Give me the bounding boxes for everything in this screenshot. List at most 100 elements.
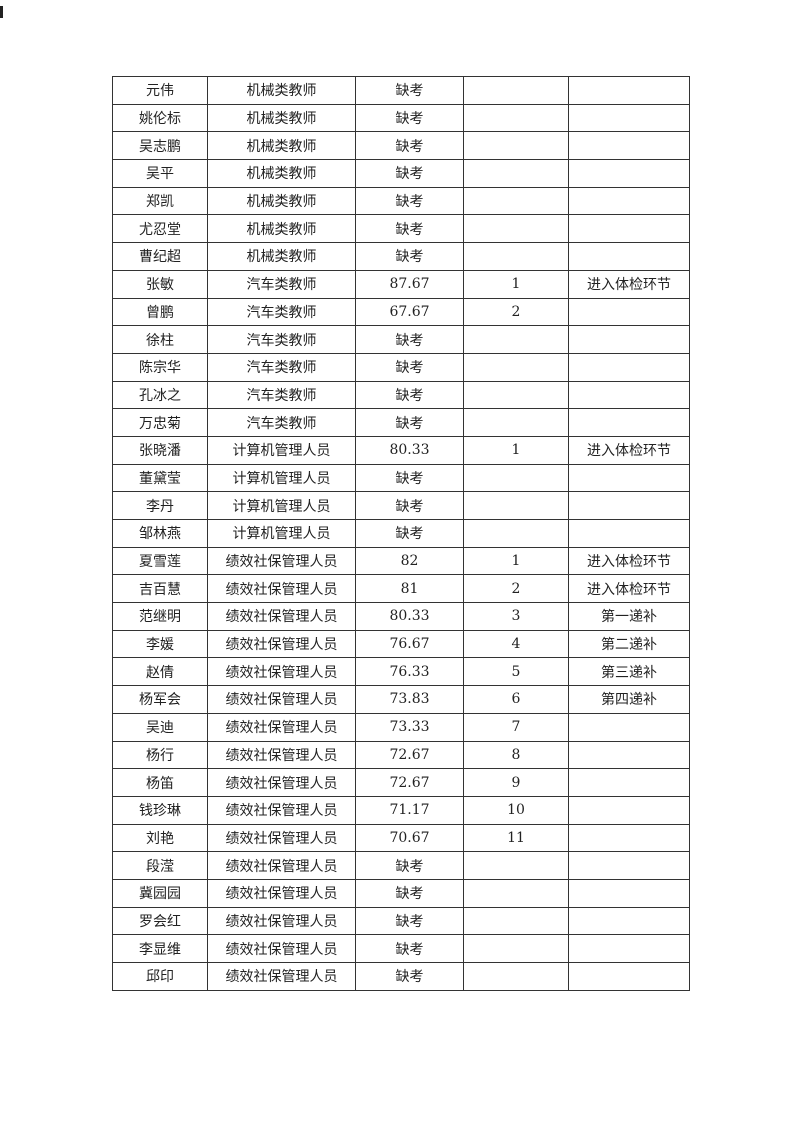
rank-cell: [463, 491, 569, 520]
score-cell: 缺考: [355, 242, 464, 271]
name-cell: 吴志鹏: [112, 131, 208, 161]
table-row: 邹林燕 计算机管理人员 缺考: [112, 519, 690, 548]
rank-cell: 9: [463, 768, 569, 797]
score-cell: 72.67: [355, 768, 464, 797]
rank-cell: [463, 906, 569, 936]
rank-cell: [463, 131, 569, 161]
remark-cell: [568, 851, 690, 880]
table-row: 徐柱 汽车类教师 缺考: [112, 325, 690, 354]
table-row: 曹纪超 机械类教师 缺考: [112, 242, 690, 271]
name-cell: 张敏: [112, 269, 208, 299]
position-cell: 绩效社保管理人员: [207, 878, 356, 908]
score-cell: 缺考: [355, 214, 464, 244]
score-cell: 缺考: [355, 159, 464, 188]
table-row: 李显维 绩效社保管理人员 缺考: [112, 934, 690, 963]
remark-cell: [568, 352, 690, 382]
score-cell: 80.33: [355, 435, 464, 465]
score-cell: 缺考: [355, 131, 464, 161]
table-row: 李媛 绩效社保管理人员 76.67 4 第二递补: [112, 629, 690, 659]
name-cell: 陈宗华: [112, 352, 208, 382]
remark-cell: [568, 131, 690, 161]
score-cell: 70.67: [355, 823, 464, 853]
table-row: 吴志鹏 机械类教师 缺考: [112, 131, 690, 161]
position-cell: 汽车类教师: [207, 325, 356, 354]
name-cell: 李媛: [112, 629, 208, 659]
rank-cell: [463, 408, 569, 437]
name-cell: 吴平: [112, 159, 208, 188]
rank-cell: [463, 962, 569, 991]
score-cell: 缺考: [355, 851, 464, 880]
table-row: 杨行 绩效社保管理人员 72.67 8: [112, 740, 690, 770]
score-cell: 缺考: [355, 76, 464, 105]
rank-cell: [463, 878, 569, 908]
remark-cell: [568, 519, 690, 548]
rank-cell: 1: [463, 546, 569, 576]
table-row: 李丹 计算机管理人员 缺考: [112, 491, 690, 520]
position-cell: 汽车类教师: [207, 269, 356, 299]
score-cell: 67.67: [355, 297, 464, 327]
name-cell: 元伟: [112, 76, 208, 105]
score-cell: 缺考: [355, 352, 464, 382]
table-row: 范继明 绩效社保管理人员 80.33 3 第一递补: [112, 602, 690, 631]
position-cell: 绩效社保管理人员: [207, 546, 356, 576]
rank-cell: 2: [463, 297, 569, 327]
position-cell: 汽车类教师: [207, 297, 356, 327]
name-cell: 杨笛: [112, 768, 208, 797]
table-row: 姚伦标 机械类教师 缺考: [112, 103, 690, 133]
name-cell: 刘艳: [112, 823, 208, 853]
table-row: 董黛莹 计算机管理人员 缺考: [112, 463, 690, 493]
position-cell: 绩效社保管理人员: [207, 851, 356, 880]
position-cell: 绩效社保管理人员: [207, 685, 356, 714]
table-row: 罗会红 绩效社保管理人员 缺考: [112, 906, 690, 936]
score-cell: 80.33: [355, 602, 464, 631]
results-table-body: 元伟 机械类教师 缺考 姚伦标 机械类教师 缺考 吴志鹏 机械类教师 缺考 吴平 机械类教师 缺考 郑凯…: [112, 76, 690, 991]
score-cell: 缺考: [355, 878, 464, 908]
position-cell: 绩效社保管理人员: [207, 602, 356, 631]
name-cell: 罗会红: [112, 906, 208, 936]
remark-cell: [568, 297, 690, 327]
remark-cell: [568, 795, 690, 825]
position-cell: 机械类教师: [207, 159, 356, 188]
name-cell: 姚伦标: [112, 103, 208, 133]
table-row: 夏雪莲 绩效社保管理人员 82 1 进入体检环节: [112, 546, 690, 576]
name-cell: 李显维: [112, 934, 208, 963]
name-cell: 董黛莹: [112, 463, 208, 493]
table-row: 吴平 机械类教师 缺考: [112, 159, 690, 188]
score-cell: 缺考: [355, 408, 464, 437]
remark-cell: [568, 823, 690, 853]
name-cell: 赵倩: [112, 657, 208, 687]
name-cell: 冀园园: [112, 878, 208, 908]
rank-cell: 10: [463, 795, 569, 825]
table-row: 杨笛 绩效社保管理人员 72.67 9: [112, 768, 690, 797]
name-cell: 李丹: [112, 491, 208, 520]
rank-cell: 5: [463, 657, 569, 687]
table-row: 刘艳 绩效社保管理人员 70.67 11: [112, 823, 690, 853]
name-cell: 尤忍堂: [112, 214, 208, 244]
remark-cell: [568, 214, 690, 244]
table-row: 钱珍琳 绩效社保管理人员 71.17 10: [112, 795, 690, 825]
rank-cell: 4: [463, 629, 569, 659]
position-cell: 绩效社保管理人员: [207, 629, 356, 659]
position-cell: 绩效社保管理人员: [207, 574, 356, 604]
scan-mark: [0, 6, 3, 18]
rank-cell: 8: [463, 740, 569, 770]
table-row: 段滢 绩效社保管理人员 缺考: [112, 851, 690, 880]
score-cell: 缺考: [355, 962, 464, 991]
table-row: 郑凯 机械类教师 缺考: [112, 186, 690, 216]
remark-cell: [568, 491, 690, 520]
rank-cell: 3: [463, 602, 569, 631]
position-cell: 汽车类教师: [207, 380, 356, 410]
table-row: 吉百慧 绩效社保管理人员 81 2 进入体检环节: [112, 574, 690, 604]
remark-cell: [568, 906, 690, 936]
score-cell: 缺考: [355, 934, 464, 963]
name-cell: 吴迪: [112, 712, 208, 742]
name-cell: 钱珍琳: [112, 795, 208, 825]
position-cell: 绩效社保管理人员: [207, 795, 356, 825]
name-cell: 夏雪莲: [112, 546, 208, 576]
position-cell: 机械类教师: [207, 103, 356, 133]
remark-cell: 进入体检环节: [568, 574, 690, 604]
position-cell: 绩效社保管理人员: [207, 823, 356, 853]
table-row: 张敏 汽车类教师 87.67 1 进入体检环节: [112, 269, 690, 299]
position-cell: 机械类教师: [207, 214, 356, 244]
name-cell: 杨行: [112, 740, 208, 770]
